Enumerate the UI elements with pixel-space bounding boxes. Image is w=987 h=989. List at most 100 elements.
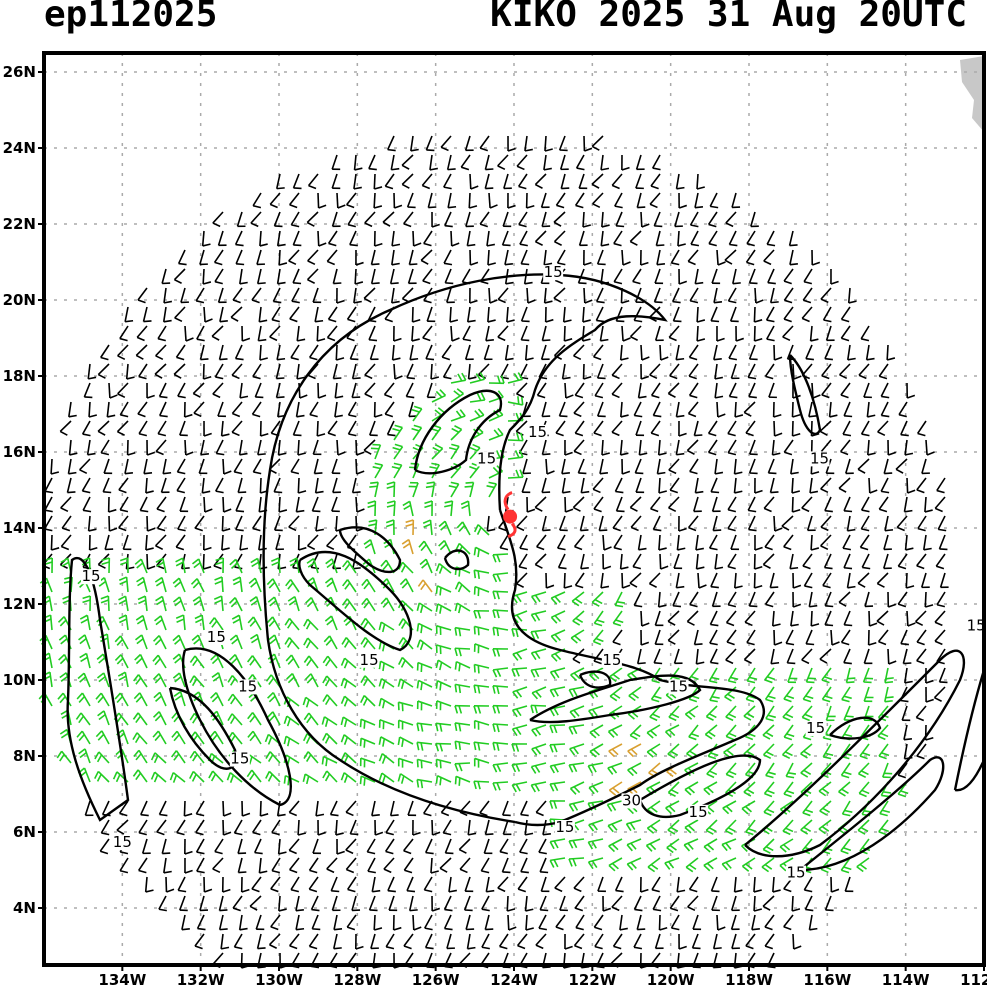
wind-barb [750,211,759,228]
wind-barb [530,610,547,622]
wind-barb [418,540,433,555]
wind-barb [309,401,319,418]
wind-barb [711,268,721,285]
wind-barb [731,192,741,209]
wind-barb [275,173,285,190]
wind-barb [519,838,528,855]
wind-barb [389,800,399,817]
wind-barb [667,610,680,626]
wind-barb [867,629,877,646]
wind-barb [549,838,566,850]
wind-barb [697,572,707,589]
wind-barb [650,496,661,513]
wind-barb [573,439,585,456]
wind-barb [592,192,604,209]
wind-barb [249,596,262,612]
wind-barb [924,496,933,513]
wind-barb [331,173,341,190]
wind-barb [549,743,566,753]
wind-barb [574,895,585,912]
lon-tick-label: 124W [490,971,538,989]
wind-barb [100,439,110,456]
wind-barb [600,230,610,247]
wind-barb [667,382,680,398]
wind-barb [221,534,230,551]
wind-barb [175,534,186,551]
wind-barb [803,572,813,589]
wind-barb [580,477,590,494]
wind-barb [156,496,167,513]
wind-contour-line [744,649,966,858]
wind-barb [430,363,440,380]
wind-barb [401,154,414,170]
wind-barb [229,634,243,650]
wind-barb [443,914,453,931]
wind-barb [252,819,262,836]
wind-barb [256,268,266,285]
wind-barb [530,781,547,793]
wind-barb [689,287,699,304]
wind-barb [558,515,568,532]
wind-barb [805,667,816,684]
wind-barb [420,249,433,265]
wind-barb [317,819,327,836]
wind-barb [650,420,661,437]
wind-barb [50,458,60,475]
wind-barb [512,648,528,661]
wind-barb [747,515,757,532]
wind-barb [277,439,287,456]
contour-label: 15 [238,677,257,695]
wind-barb [687,401,699,418]
wind-barb [762,743,775,760]
wind-barb [228,597,243,612]
wind-barb [252,363,262,380]
wind-barb [116,420,129,436]
wind-barb [194,614,205,631]
wind-barb [629,724,642,740]
wind-barb [422,519,433,536]
wind-barb [716,325,725,342]
wind-barb [292,173,302,190]
wind-barb [201,477,211,494]
wind-barb [68,439,78,456]
wind-barb [231,363,243,380]
wind-barb [469,408,485,422]
wind-barb [171,730,186,745]
wind-barb [860,515,870,532]
wind-barb [332,477,341,494]
wind-barb [672,306,682,323]
wind-barb [177,876,187,893]
wind-barb [654,933,664,950]
wind-barb [844,876,854,893]
wind-barb [347,876,357,893]
wind-barb [118,800,129,817]
wind-barb [469,173,479,190]
wind-barb [378,752,395,764]
wind-barb [764,686,776,703]
wind-barb [443,895,453,912]
wind-barb [324,577,338,593]
wind-barb [447,192,457,209]
wind-barb [77,672,91,688]
wind-barb [507,192,516,209]
wind-barb [726,629,737,646]
wind-barb [405,519,415,536]
wind-barb [326,325,338,342]
wind-barb [156,819,167,836]
wind-barb [284,637,300,650]
wind-barb [689,458,699,475]
wind-barb [783,686,795,703]
wind-barb [561,458,570,475]
wind-barb [136,325,148,342]
wind-barb [431,819,441,836]
wind-barb [278,249,288,266]
wind-barb [178,895,188,912]
wind-barb [876,572,889,588]
wind-contour-line [168,686,238,770]
wind-barb [635,420,645,437]
wind-barb [469,372,486,384]
wind-barb [240,876,250,893]
wind-barb [176,819,186,836]
wind-barb [340,772,357,783]
wind-barb [177,382,186,399]
